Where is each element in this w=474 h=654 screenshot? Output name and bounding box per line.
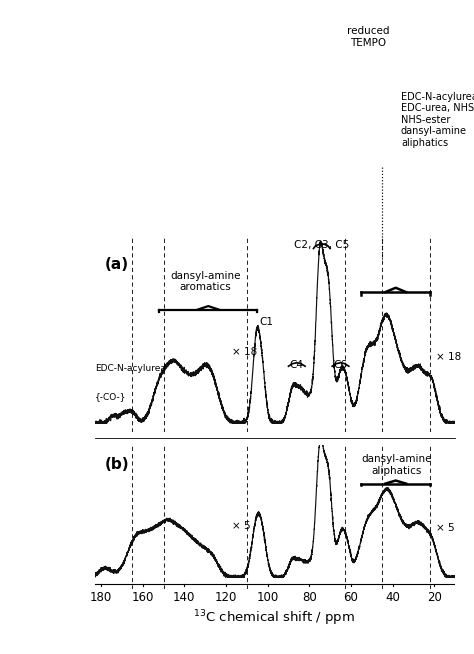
Text: (a): (a) xyxy=(105,257,129,272)
Text: EDC-N-acylurea,
EDC-urea, NHS,
NHS-ester
dansyl-amine
aliphatics: EDC-N-acylurea, EDC-urea, NHS, NHS-ester… xyxy=(401,92,474,148)
Text: 80: 80 xyxy=(302,591,317,604)
Text: 60: 60 xyxy=(344,591,358,604)
Text: 140: 140 xyxy=(173,591,196,604)
Text: dansyl-amine
aromatics: dansyl-amine aromatics xyxy=(170,271,240,292)
Text: C4: C4 xyxy=(290,360,304,370)
Text: 120: 120 xyxy=(215,591,237,604)
Text: reduced
TEMPO: reduced TEMPO xyxy=(346,26,389,48)
Text: 160: 160 xyxy=(131,591,154,604)
Text: C6: C6 xyxy=(334,360,347,370)
Text: × 5: × 5 xyxy=(232,521,251,531)
Text: {-CO-}: {-CO-} xyxy=(95,392,126,402)
Text: × 18: × 18 xyxy=(436,352,462,362)
Text: × 18: × 18 xyxy=(232,347,257,357)
Text: dansyl-amine
aliphatics: dansyl-amine aliphatics xyxy=(362,454,432,475)
Text: $^{13}$C chemical shift / ppm: $^{13}$C chemical shift / ppm xyxy=(193,608,355,628)
Text: 180: 180 xyxy=(90,591,112,604)
Text: × 5: × 5 xyxy=(436,523,455,533)
Text: EDC-N-acylurea: EDC-N-acylurea xyxy=(95,364,166,373)
Text: (b): (b) xyxy=(105,457,130,472)
Text: C1: C1 xyxy=(259,317,273,326)
Text: C2, C3, C5: C2, C3, C5 xyxy=(294,240,349,250)
Text: 40: 40 xyxy=(385,591,400,604)
Text: 100: 100 xyxy=(256,591,279,604)
Text: 20: 20 xyxy=(427,591,442,604)
